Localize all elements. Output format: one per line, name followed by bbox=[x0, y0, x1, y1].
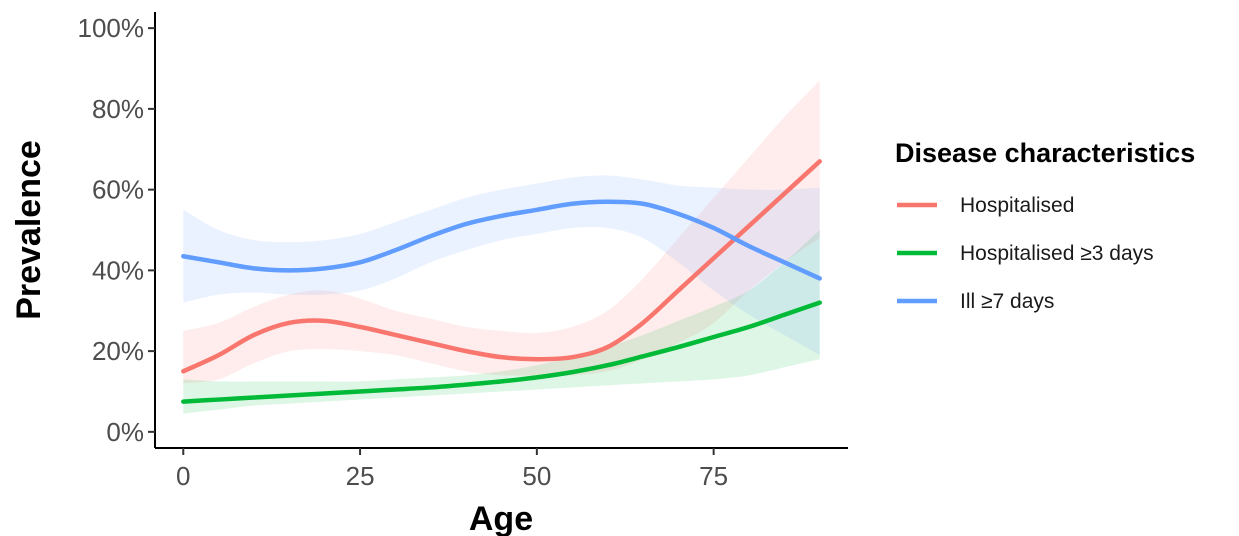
y-tick-label: 40% bbox=[92, 255, 144, 285]
y-axis-ticks: 0% 20% 40% 60% 80% 100% bbox=[78, 13, 155, 447]
legend-label-0: Hospitalised bbox=[960, 194, 1074, 217]
y-tick-label: 20% bbox=[92, 336, 144, 366]
legend-label-1: Hospitalised ≥3 days bbox=[960, 242, 1154, 265]
x-tick-label: 75 bbox=[699, 461, 728, 491]
legend-label-2: Ill ≥7 days bbox=[960, 290, 1054, 313]
legend: Disease characteristics Hospitalised Hosp… bbox=[895, 138, 1195, 313]
x-axis-title: Age bbox=[469, 500, 533, 536]
confidence-band-2 bbox=[183, 175, 820, 356]
series-line-2 bbox=[181, 199, 822, 281]
confidence-band-1 bbox=[183, 230, 820, 414]
series-lines bbox=[181, 159, 822, 404]
y-tick-label: 0% bbox=[106, 417, 144, 447]
y-tick-label: 60% bbox=[92, 175, 144, 205]
x-tick-label: 0 bbox=[176, 461, 190, 491]
x-axis-ticks: 0 25 50 75 bbox=[176, 448, 728, 491]
y-tick-label: 100% bbox=[78, 13, 145, 43]
x-tick-label: 50 bbox=[522, 461, 551, 491]
y-axis-title: Prevalence bbox=[10, 140, 48, 320]
series-line-0 bbox=[181, 159, 822, 374]
series-line-1 bbox=[181, 300, 822, 404]
y-tick-label: 80% bbox=[92, 94, 144, 124]
x-tick-label: 25 bbox=[346, 461, 375, 491]
legend-title: Disease characteristics bbox=[895, 138, 1195, 168]
